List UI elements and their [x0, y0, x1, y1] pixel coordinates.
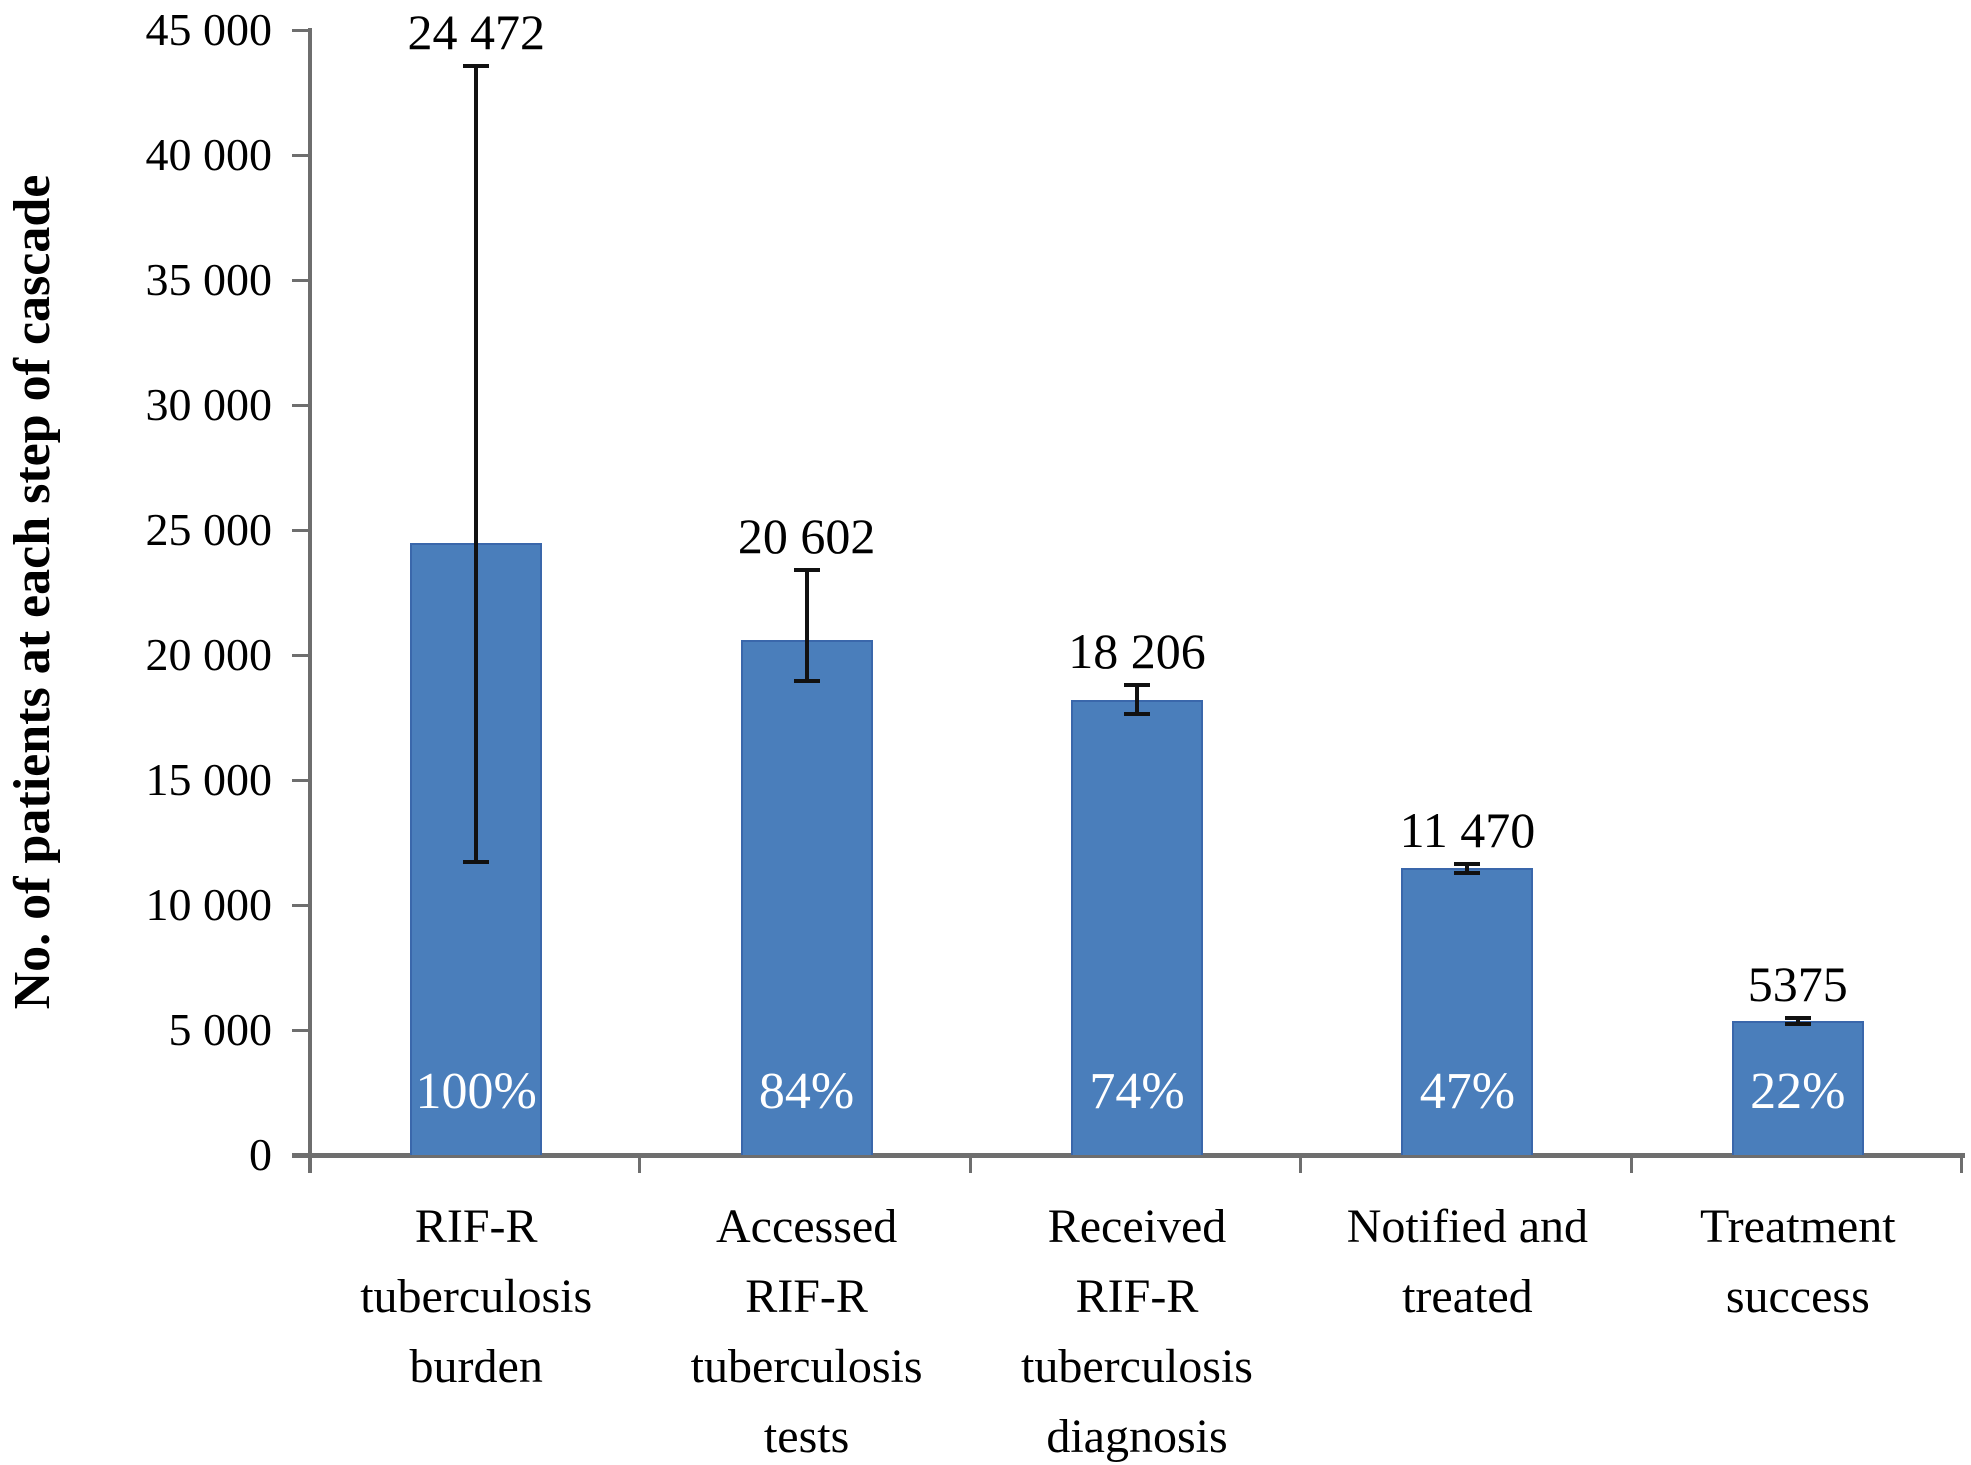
error-bar-bottom-cap [793, 679, 820, 684]
category-label-line: RIF-R [1075, 1270, 1199, 1323]
category-label-line: Accessed [715, 1200, 898, 1253]
x-tick [1299, 1155, 1303, 1173]
y-tick-label: 15 000 [145, 754, 273, 805]
category-label: Treatment success [1628, 1192, 1968, 1332]
percent-label: 47% [1419, 1063, 1516, 1120]
y-tick [292, 28, 308, 32]
category-label-line: Treatment [1700, 1200, 1896, 1253]
y-axis-line [308, 28, 312, 1173]
error-bar [1465, 863, 1470, 873]
error-bar-top-cap [1454, 861, 1481, 866]
percent-label: 100% [415, 1063, 537, 1120]
error-bar [804, 570, 809, 682]
error-bar-bottom-cap [1784, 1021, 1811, 1026]
error-bar [474, 66, 479, 862]
error-bar-top-cap [1784, 1015, 1811, 1020]
y-tick-label: 20 000 [145, 629, 273, 680]
category-label: Received RIF-R tuberculosis diagnosis [967, 1192, 1307, 1465]
value-label: 20 602 [737, 508, 876, 564]
category-label-line: tuberculosis [690, 1340, 923, 1393]
y-tick-label: 5 000 [168, 1004, 273, 1055]
category-label: Notified and treated [1297, 1192, 1637, 1332]
y-tick [292, 653, 308, 657]
percent-label: 22% [1750, 1063, 1846, 1120]
y-tick [292, 778, 308, 782]
category-label-line: success [1725, 1270, 1870, 1323]
y-tick-label: 30 000 [145, 379, 273, 430]
value-label: 11 470 [1399, 801, 1536, 858]
error-bar-bottom-cap [1454, 871, 1481, 875]
y-tick-label: 40 000 [145, 129, 273, 180]
value-label: 5375 [1747, 955, 1848, 1012]
y-tick-label: 45 000 [145, 4, 273, 55]
bar [1071, 699, 1203, 1155]
category-label-line: RIF-R [414, 1200, 538, 1253]
error-bar-bottom-cap [1124, 712, 1150, 716]
x-tick [968, 1155, 972, 1173]
category-label-line: burden [409, 1340, 543, 1393]
error-bar-bottom-cap [463, 860, 490, 864]
category-label-line: RIF-R [745, 1270, 868, 1323]
x-tick [1629, 1155, 1633, 1173]
y-tick [292, 278, 308, 282]
error-bar-top-cap [1124, 683, 1150, 687]
y-tick-label: 25 000 [145, 504, 273, 555]
y-tick [292, 903, 308, 907]
y-tick [292, 403, 308, 407]
value-label: 24 472 [407, 4, 545, 60]
error-bar [1135, 685, 1139, 714]
y-tick [292, 528, 308, 532]
x-tick [1960, 1155, 1963, 1173]
category-label: Accessed RIF-R tuberculosis tests [637, 1192, 977, 1465]
category-label: RIF-R tuberculosis burden [306, 1192, 646, 1402]
bar [1401, 868, 1534, 1155]
percent-label: 84% [758, 1063, 855, 1120]
category-label-line: tuberculosis [360, 1270, 593, 1323]
y-tick-label: 10 000 [145, 879, 273, 930]
y-tick [292, 153, 308, 157]
category-label-line: diagnosis [1046, 1410, 1228, 1463]
percent-label: 74% [1089, 1063, 1185, 1120]
y-tick-label: 35 000 [145, 254, 273, 305]
x-axis-line [292, 1153, 1965, 1158]
y-tick [292, 1028, 308, 1032]
bar [740, 639, 873, 1155]
y-tick-label: 0 [249, 1129, 272, 1180]
error-bar [1795, 1017, 1800, 1024]
x-tick [638, 1155, 642, 1173]
category-label-line: tuberculosis [1021, 1340, 1253, 1393]
value-label: 18 206 [1068, 623, 1206, 679]
error-bar-top-cap [793, 568, 820, 572]
category-label-line: Received [1047, 1200, 1227, 1253]
category-label-line: Notified and [1346, 1200, 1589, 1253]
category-label-line: tests [763, 1410, 850, 1463]
error-bar-top-cap [463, 64, 490, 68]
category-label-line: treated [1402, 1270, 1533, 1323]
